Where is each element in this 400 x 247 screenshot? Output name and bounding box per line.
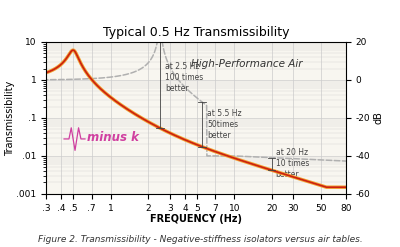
Y-axis label: Transmissibility: Transmissibility (5, 80, 15, 156)
X-axis label: FREQUENCY (Hz): FREQUENCY (Hz) (150, 214, 242, 224)
Text: at 2.5 Hz
100 times
better: at 2.5 Hz 100 times better (165, 62, 203, 93)
Text: at 20 Hz
10 times
better: at 20 Hz 10 times better (276, 148, 309, 180)
Text: High-Performance Air: High-Performance Air (192, 59, 303, 69)
Y-axis label: dB: dB (373, 111, 383, 124)
Title: Typical 0.5 Hz Transmissibility: Typical 0.5 Hz Transmissibility (103, 26, 289, 40)
Text: Figure 2. Transmissibility - Negative-stiffness isolators versus air tables.: Figure 2. Transmissibility - Negative-st… (38, 235, 362, 244)
Text: at 5.5 Hz
50times
better: at 5.5 Hz 50times better (207, 109, 242, 140)
Text: minus k: minus k (87, 131, 139, 144)
